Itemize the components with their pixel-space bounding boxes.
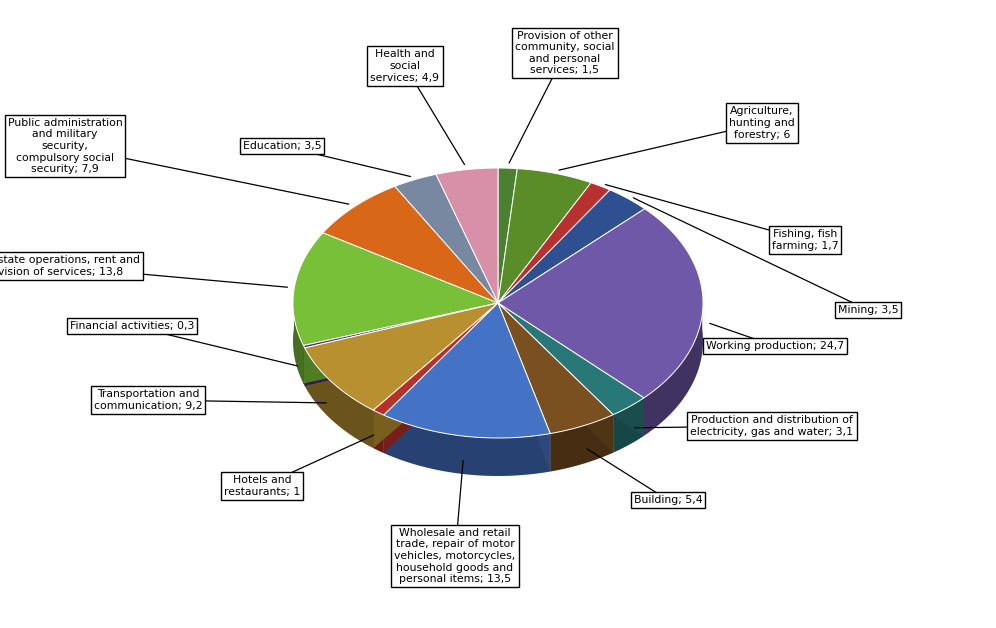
Text: Transportation and
communication; 9,2: Transportation and communication; 9,2 <box>94 389 202 411</box>
Polygon shape <box>323 187 498 303</box>
Text: Health and
social
services; 4,9: Health and social services; 4,9 <box>371 50 439 83</box>
Polygon shape <box>293 290 304 384</box>
Polygon shape <box>614 398 643 453</box>
Polygon shape <box>498 303 643 414</box>
Text: Wholesale and retail
trade, repair of motor
vehicles, motorcycles,
household goo: Wholesale and retail trade, repair of mo… <box>394 528 516 584</box>
Text: Financial activities; 0,3: Financial activities; 0,3 <box>70 321 194 331</box>
Polygon shape <box>498 303 643 436</box>
Text: Mining; 3,5: Mining; 3,5 <box>838 305 898 315</box>
Text: Fishing, fish
farming; 1,7: Fishing, fish farming; 1,7 <box>772 229 839 251</box>
Polygon shape <box>304 345 305 386</box>
Text: Building; 5,4: Building; 5,4 <box>633 495 702 505</box>
Polygon shape <box>305 303 498 386</box>
Polygon shape <box>305 348 374 448</box>
Polygon shape <box>374 303 498 448</box>
Text: Real estate operations, rent and
provision of services; 13,8: Real estate operations, rent and provisi… <box>0 255 140 277</box>
Polygon shape <box>643 291 703 436</box>
Text: Education; 3,5: Education; 3,5 <box>243 141 322 151</box>
Polygon shape <box>374 303 498 415</box>
Polygon shape <box>383 303 550 438</box>
Text: Working production; 24,7: Working production; 24,7 <box>706 341 844 351</box>
Polygon shape <box>498 303 614 433</box>
Polygon shape <box>498 183 610 303</box>
Polygon shape <box>498 303 643 436</box>
Polygon shape <box>383 415 550 476</box>
Polygon shape <box>304 303 498 384</box>
Polygon shape <box>498 303 550 472</box>
Polygon shape <box>498 168 517 303</box>
Polygon shape <box>498 303 550 472</box>
Polygon shape <box>383 303 498 453</box>
Polygon shape <box>305 303 498 386</box>
Polygon shape <box>304 303 498 348</box>
Polygon shape <box>498 303 614 453</box>
Polygon shape <box>293 233 498 345</box>
Polygon shape <box>498 168 591 303</box>
Polygon shape <box>374 410 383 453</box>
Text: Production and distribution of
electricity, gas and water; 3,1: Production and distribution of electrici… <box>690 415 854 437</box>
Polygon shape <box>498 208 703 398</box>
Text: Agriculture,
hunting and
forestry; 6: Agriculture, hunting and forestry; 6 <box>729 106 795 139</box>
Text: Hotels and
restaurants; 1: Hotels and restaurants; 1 <box>224 475 300 497</box>
Text: Public administration
and military
security,
compulsory social
security; 7,9: Public administration and military secur… <box>8 118 123 174</box>
Text: Provision of other
community, social
and personal
services; 1,5: Provision of other community, social and… <box>515 31 615 75</box>
Polygon shape <box>305 303 498 410</box>
Polygon shape <box>498 190 644 303</box>
Polygon shape <box>498 303 614 453</box>
Polygon shape <box>436 168 498 303</box>
Polygon shape <box>394 175 498 303</box>
Polygon shape <box>550 414 614 472</box>
Polygon shape <box>304 303 498 384</box>
Polygon shape <box>383 303 498 453</box>
Polygon shape <box>374 303 498 448</box>
